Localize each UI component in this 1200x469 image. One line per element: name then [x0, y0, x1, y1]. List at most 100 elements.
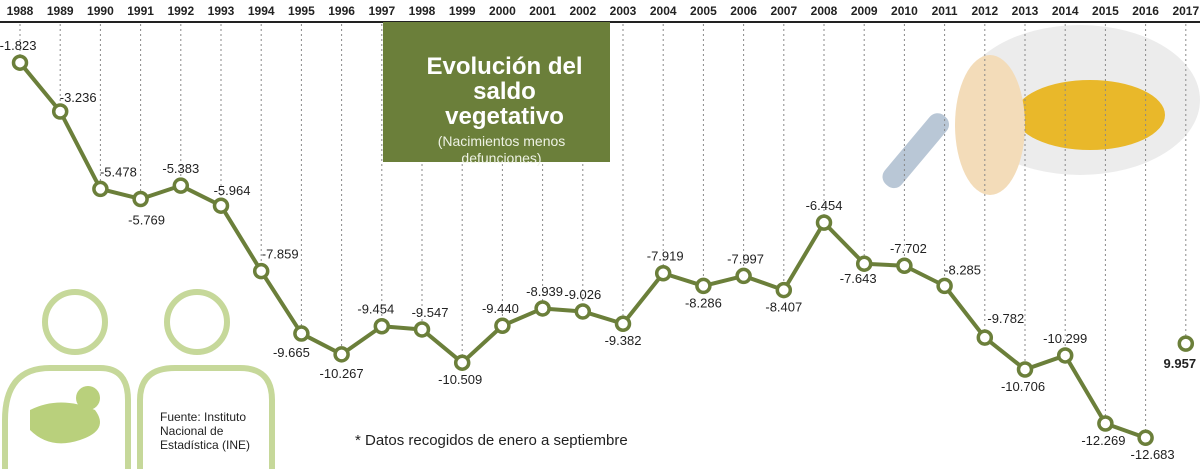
point [1177, 335, 1195, 352]
value-label: -12.269 [1081, 433, 1125, 448]
point [293, 325, 310, 342]
point [976, 329, 994, 346]
point [212, 197, 230, 214]
x-tick-label: 2015 [1092, 4, 1119, 18]
point [51, 103, 69, 120]
value-label: -7.859 [262, 247, 299, 262]
x-tick-label: 1996 [328, 4, 355, 18]
value-label: -6.454 [806, 198, 843, 213]
x-tick-label: 1993 [208, 4, 235, 18]
x-tick-label: 1988 [7, 4, 34, 18]
point [735, 267, 752, 285]
x-tick-label: 2007 [770, 4, 797, 18]
x-tick-label: 1989 [47, 4, 74, 18]
x-tick-label: 2016 [1132, 4, 1159, 18]
value-label: -7.643 [840, 271, 877, 286]
footnote: * Datos recogidos de enero a septiembre [355, 432, 628, 449]
point [896, 257, 913, 274]
value-label: -9.454 [357, 302, 394, 317]
value-label: -3.236 [60, 90, 97, 105]
baby-icon [30, 386, 100, 444]
point [92, 180, 109, 198]
point [132, 190, 149, 208]
x-tick-label: 2008 [811, 4, 838, 18]
point [695, 277, 712, 295]
point [936, 277, 953, 295]
x-tick-label: 2000 [489, 4, 516, 18]
x-tick-label: 2001 [529, 4, 556, 18]
x-tick-label: 1995 [288, 4, 315, 18]
value-label: -7.919 [647, 249, 684, 264]
value-label: -7.997 [727, 251, 764, 266]
x-tick-label: 1991 [127, 4, 154, 18]
x-tick-label: 2005 [690, 4, 717, 18]
x-tick-label: 2009 [851, 4, 878, 18]
pacifier-image [882, 25, 1200, 195]
value-label: -9.026 [564, 287, 601, 302]
x-tick-label: 1990 [87, 4, 114, 18]
point [815, 214, 833, 231]
value-label: -7.702 [890, 241, 927, 256]
title-box: Evolución del saldo vegetativo (Nacimien… [383, 22, 610, 166]
value-label: -1.823 [0, 38, 36, 53]
value-label: -10.706 [1001, 379, 1045, 394]
family-icon [1, 289, 275, 469]
value-label: -9.665 [273, 345, 310, 360]
point [494, 317, 511, 335]
value-label: -10.267 [320, 366, 364, 381]
chart-subtitle: (Nacimientos menos defunciones) [437, 133, 566, 166]
x-tick-label: 2003 [610, 4, 637, 18]
point [373, 318, 391, 335]
value-label: -8.285 [944, 262, 981, 277]
value-label: -9.782 [987, 311, 1024, 326]
x-tick-label: 2010 [891, 4, 918, 18]
x-tick-label: 2011 [932, 4, 958, 18]
x-tick-label: 2004 [650, 4, 677, 18]
point [534, 300, 551, 317]
chart-title: Evolución del saldo vegetativo [426, 53, 583, 130]
value-label: -8.286 [685, 295, 722, 310]
x-tick-label: 2002 [569, 4, 596, 18]
x-tick-label: 2014 [1052, 4, 1079, 18]
point [654, 264, 672, 282]
value-label: -5.383 [162, 161, 199, 176]
value-label: -8.407 [765, 300, 802, 315]
x-tick-label: 2006 [730, 4, 757, 18]
x-tick-label: 2013 [1012, 4, 1039, 18]
value-label: -9.382 [605, 333, 642, 348]
point [453, 354, 471, 371]
x-tick-label: 1997 [368, 4, 395, 18]
value-label: -5.769 [128, 212, 165, 227]
x-tick-label: 1999 [449, 4, 476, 18]
x-tick-label: 2012 [971, 4, 998, 18]
point [574, 303, 592, 320]
source: Fuente: Instituto Nacional de Estadístic… [160, 410, 251, 452]
value-label: -8.939 [526, 284, 563, 299]
value-label: -9.547 [412, 305, 449, 320]
point [252, 262, 270, 280]
point [855, 255, 873, 272]
x-tick-label: 1998 [409, 4, 436, 18]
point [11, 54, 29, 71]
x-tick-label: 1994 [248, 4, 275, 18]
value-label: 9.957 [1164, 356, 1197, 371]
value-label: -9.440 [482, 301, 519, 316]
point [775, 281, 793, 299]
value-label: -5.478 [100, 164, 137, 179]
value-label: -12.683 [1131, 447, 1175, 462]
x-tick-label: 1992 [167, 4, 194, 18]
point [172, 177, 190, 194]
value-label: -10.299 [1043, 331, 1087, 346]
x-tick-label: 2017 [1172, 4, 1199, 18]
point [1016, 361, 1034, 378]
point [1137, 429, 1154, 447]
point [333, 346, 350, 363]
point [413, 321, 431, 338]
value-label: -5.964 [214, 183, 251, 198]
value-label: -10.509 [438, 372, 482, 387]
point [1056, 347, 1074, 364]
point [1097, 415, 1114, 432]
point [614, 315, 632, 333]
